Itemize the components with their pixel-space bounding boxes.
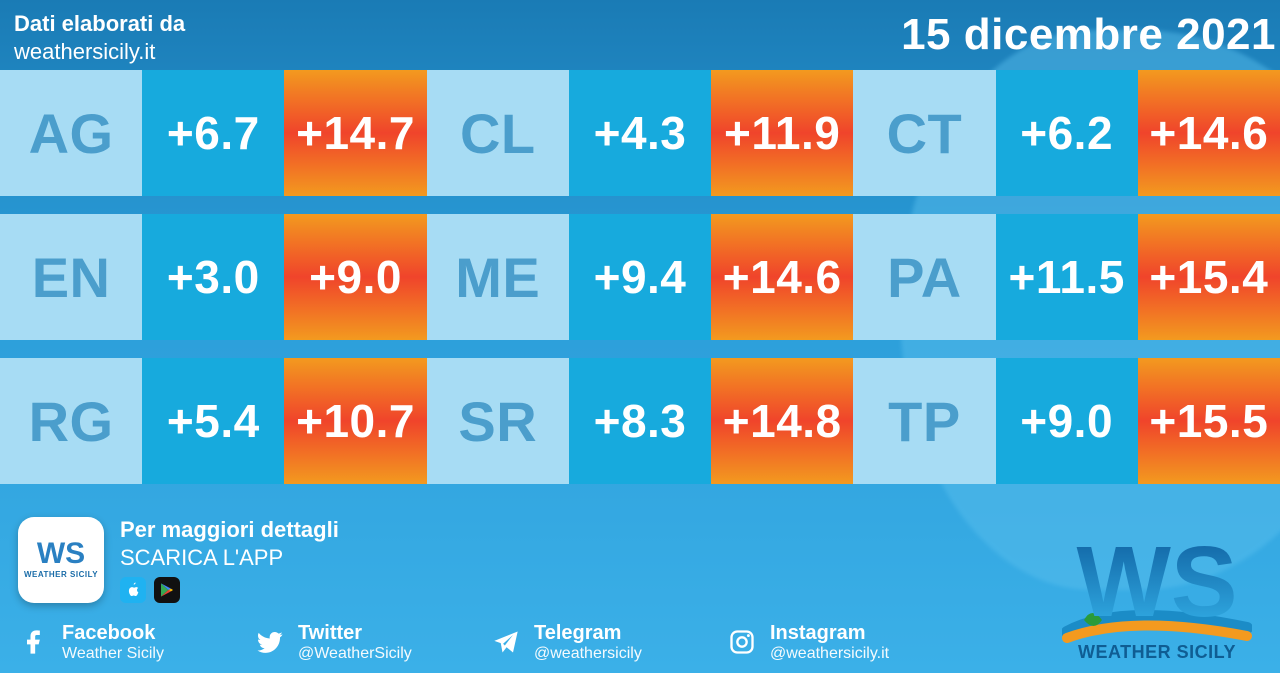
temp-low-cell: +6.2 <box>996 70 1138 196</box>
temp-high-cell: +14.8 <box>711 358 853 484</box>
social-facebook: FacebookWeather Sicily <box>18 622 254 663</box>
temp-low-cell: +9.4 <box>569 214 711 340</box>
province-code: ME <box>427 214 569 340</box>
province-cell: PA <box>853 214 995 340</box>
social-handle: Weather Sicily <box>62 645 164 663</box>
brand-logo-text: WS <box>1062 542 1252 622</box>
province-code: RG <box>0 358 142 484</box>
temp-high-cell: +11.9 <box>711 70 853 196</box>
footer: WS WEATHER SICILY Per maggiori dettagli … <box>0 508 1280 673</box>
province-cell: SR <box>427 358 569 484</box>
temp-low-cell: +4.3 <box>569 70 711 196</box>
province-cell: TP <box>853 358 995 484</box>
temp-low-cell: +3.0 <box>142 214 284 340</box>
appstore-icon <box>120 577 146 603</box>
social-text: FacebookWeather Sicily <box>62 622 164 663</box>
province-code: CL <box>427 70 569 196</box>
temp-low-cell: +6.7 <box>142 70 284 196</box>
facebook-icon <box>18 626 50 658</box>
brand-logo: WS WEATHER SICILY <box>1062 542 1252 663</box>
province-code: CT <box>853 70 995 196</box>
social-name: Facebook <box>62 622 164 645</box>
temp-low-cell: +9.0 <box>996 358 1138 484</box>
province-code: PA <box>853 214 995 340</box>
province-cell: CL <box>427 70 569 196</box>
social-name: Telegram <box>534 622 642 645</box>
social-name: Instagram <box>770 622 889 645</box>
app-promo-line2: SCARICA L'APP <box>120 544 339 572</box>
brand-logo-label: WEATHER SICILY <box>1062 642 1252 663</box>
province-cell: RG <box>0 358 142 484</box>
province-cell: CT <box>853 70 995 196</box>
temp-low-cell: +5.4 <box>142 358 284 484</box>
temp-high-cell: +14.6 <box>1138 70 1280 196</box>
header-source-site: weathersicily.it <box>14 38 185 66</box>
header-date: 15 dicembre 2021 <box>901 10 1276 60</box>
province-code: SR <box>427 358 569 484</box>
social-handle: @weathersicily <box>534 645 642 663</box>
app-promo-line1: Per maggiori dettagli <box>120 516 339 544</box>
temperature-table: AG+6.7+14.7CL+4.3+11.9CT+6.2+14.6EN+3.0+… <box>0 70 1280 484</box>
instagram-icon <box>726 626 758 658</box>
province-code: EN <box>0 214 142 340</box>
store-icons <box>120 577 339 603</box>
playstore-icon <box>154 577 180 603</box>
temp-high-cell: +9.0 <box>284 214 426 340</box>
header: Dati elaborati da weathersicily.it 15 di… <box>0 0 1280 70</box>
social-text: Instagram@weathersicily.it <box>770 622 889 663</box>
table-row-gap <box>0 196 1280 214</box>
social-twitter: Twitter@WeatherSicily <box>254 622 490 663</box>
table-row: EN+3.0+9.0ME+9.4+14.6PA+11.5+15.4 <box>0 214 1280 340</box>
temp-low-cell: +11.5 <box>996 214 1138 340</box>
header-source-label: Dati elaborati da <box>14 10 185 38</box>
twitter-icon <box>254 626 286 658</box>
social-handle: @weathersicily.it <box>770 645 889 663</box>
province-cell: EN <box>0 214 142 340</box>
social-handle: @WeatherSicily <box>298 645 412 663</box>
province-cell: ME <box>427 214 569 340</box>
temp-high-cell: +10.7 <box>284 358 426 484</box>
telegram-icon <box>490 626 522 658</box>
social-name: Twitter <box>298 622 412 645</box>
table-row-gap <box>0 340 1280 358</box>
province-code: AG <box>0 70 142 196</box>
social-telegram: Telegram@weathersicily <box>490 622 726 663</box>
province-cell: AG <box>0 70 142 196</box>
social-text: Telegram@weathersicily <box>534 622 642 663</box>
app-badge-text: WS <box>37 540 85 567</box>
temp-low-cell: +8.3 <box>569 358 711 484</box>
app-badge: WS WEATHER SICILY <box>18 517 104 603</box>
social-instagram: Instagram@weathersicily.it <box>726 622 962 663</box>
temp-high-cell: +15.4 <box>1138 214 1280 340</box>
table-row: AG+6.7+14.7CL+4.3+11.9CT+6.2+14.6 <box>0 70 1280 196</box>
social-row: FacebookWeather Sicily Twitter@WeatherSic… <box>0 622 980 663</box>
social-text: Twitter@WeatherSicily <box>298 622 412 663</box>
app-promo-text: Per maggiori dettagli SCARICA L'APP <box>120 516 339 603</box>
app-badge-sub: WEATHER SICILY <box>24 571 98 578</box>
temp-high-cell: +14.6 <box>711 214 853 340</box>
table-row: RG+5.4+10.7SR+8.3+14.8TP+9.0+15.5 <box>0 358 1280 484</box>
province-code: TP <box>853 358 995 484</box>
temp-high-cell: +15.5 <box>1138 358 1280 484</box>
temp-high-cell: +14.7 <box>284 70 426 196</box>
header-source: Dati elaborati da weathersicily.it <box>14 10 185 65</box>
